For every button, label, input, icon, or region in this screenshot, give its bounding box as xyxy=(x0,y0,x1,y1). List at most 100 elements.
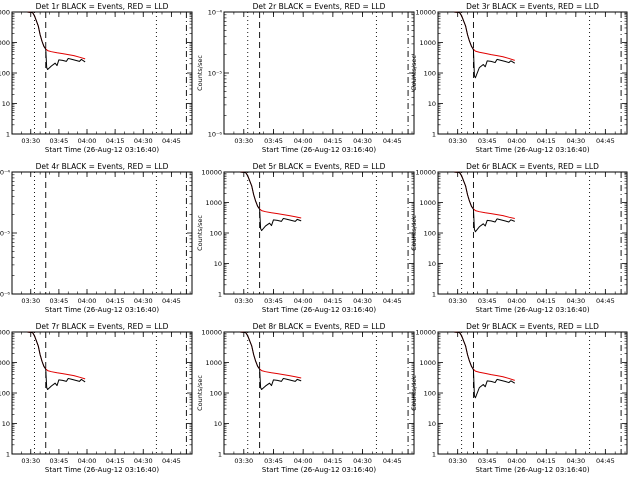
x-tick-label: 03:45 xyxy=(478,297,497,305)
series-line-2 xyxy=(438,171,515,233)
y-tick-label: 1000 xyxy=(0,39,10,47)
y-tick-label: 1 xyxy=(218,291,222,299)
y-axis-label: Counts/sec xyxy=(196,215,204,251)
y-tick-label: 10⁻⁴ xyxy=(208,9,223,17)
y-tick-label: 10⁻⁵ xyxy=(0,230,10,238)
y-tick-label: 10 xyxy=(428,420,436,428)
x-tick-label: 04:15 xyxy=(537,137,556,145)
x-tick-label: 03:45 xyxy=(264,457,283,465)
y-axis-label: Counts/sec xyxy=(410,375,418,411)
x-tick-label: 04:45 xyxy=(383,297,402,305)
y-tick-label: 1 xyxy=(432,451,436,459)
panel-7: Det 7r BLACK = Events, RED = LLD 1 10 100 10… xyxy=(0,322,193,474)
plot-frame xyxy=(11,171,193,295)
panel-2: Det 2r BLACK = Events, RED = LLD 10⁻⁶ 10⁻⁵… xyxy=(196,2,415,154)
y-tick-label: 10 xyxy=(428,260,436,268)
x-tick-label: 04:30 xyxy=(134,297,153,305)
panel-title: Det 2r BLACK = Events, RED = LLD xyxy=(253,2,386,11)
x-tick-label: 03:30 xyxy=(448,297,467,305)
y-tick-label: 1000 xyxy=(419,39,436,47)
x-tick-label: 03:45 xyxy=(264,137,283,145)
x-axis-label: Start Time (26-Aug-12 03:16:40) xyxy=(475,306,589,314)
y-tick-label: 10000 xyxy=(0,329,10,337)
panel-9: Det 9r BLACK = Events, RED = LLD 1 10 100 10… xyxy=(410,322,628,474)
x-tick-label: 04:45 xyxy=(596,457,615,465)
series-line-1 xyxy=(438,11,515,61)
panel-1: Det 1r BLACK = Events, RED = LLD 1 10 100 10… xyxy=(0,2,193,154)
plot-frame xyxy=(223,11,415,135)
x-axis-label: Start Time (26-Aug-12 03:16:40) xyxy=(262,306,376,314)
series-line-1 xyxy=(438,171,515,219)
y-tick-label: 10⁻⁶ xyxy=(0,291,10,299)
x-tick-label: 04:45 xyxy=(596,297,615,305)
x-tick-label: 03:45 xyxy=(50,137,69,145)
series-line-1 xyxy=(438,331,515,381)
x-tick-label: 04:45 xyxy=(596,137,615,145)
x-tick-label: 04:15 xyxy=(537,457,556,465)
panel-title: Det 6r BLACK = Events, RED = LLD xyxy=(466,162,599,171)
y-tick-label: 100 xyxy=(210,390,222,398)
x-axis-label: Start Time (26-Aug-12 03:16:40) xyxy=(475,146,589,154)
x-tick-label: 03:30 xyxy=(21,137,40,145)
series-line-2 xyxy=(224,331,302,391)
x-tick-label: 04:15 xyxy=(106,457,125,465)
y-tick-label: 100 xyxy=(210,230,222,238)
x-tick-label: 03:30 xyxy=(21,297,40,305)
panel-8: Det 8r BLACK = Events, RED = LLD 1 10 100 10… xyxy=(196,322,415,474)
panel-title: Det 9r BLACK = Events, RED = LLD xyxy=(466,322,599,331)
x-tick-label: 04:00 xyxy=(78,137,97,145)
x-tick-label: 04:00 xyxy=(507,457,526,465)
series-line-2 xyxy=(438,11,516,79)
x-tick-label: 04:30 xyxy=(566,137,585,145)
panel-title: Det 1r BLACK = Events, RED = LLD xyxy=(36,2,169,11)
series-line-2 xyxy=(224,171,302,232)
x-tick-label: 03:45 xyxy=(50,297,69,305)
panel-title: Det 8r BLACK = Events, RED = LLD xyxy=(253,322,386,331)
series-line-2 xyxy=(12,11,86,71)
y-tick-label: 10000 xyxy=(415,169,436,177)
y-tick-label: 1 xyxy=(6,131,10,139)
series-line-2 xyxy=(12,331,86,391)
y-tick-label: 100 xyxy=(424,70,436,78)
x-tick-label: 03:30 xyxy=(21,457,40,465)
x-tick-label: 03:30 xyxy=(448,457,467,465)
y-axis-label: Counts/sec xyxy=(196,375,204,411)
y-tick-label: 1000 xyxy=(0,359,10,367)
x-tick-label: 04:00 xyxy=(294,457,313,465)
panel-title: Det 4r BLACK = Events, RED = LLD xyxy=(36,162,169,171)
y-tick-label: 1 xyxy=(432,131,436,139)
y-tick-label: 1000 xyxy=(419,359,436,367)
x-tick-label: 04:15 xyxy=(323,137,342,145)
x-tick-label: 04:15 xyxy=(537,297,556,305)
x-tick-label: 04:45 xyxy=(162,457,181,465)
x-axis-label: Start Time (26-Aug-12 03:16:40) xyxy=(262,466,376,474)
panel-title: Det 7r BLACK = Events, RED = LLD xyxy=(36,322,169,331)
panel-5: Det 5r BLACK = Events, RED = LLD 1 10 100 10… xyxy=(196,162,415,314)
x-axis-label: Start Time (26-Aug-12 03:16:40) xyxy=(45,146,159,154)
x-tick-label: 04:30 xyxy=(134,137,153,145)
x-tick-label: 04:00 xyxy=(507,137,526,145)
y-axis-label: Counts/sec xyxy=(196,55,204,91)
x-axis-label: Start Time (26-Aug-12 03:16:40) xyxy=(262,146,376,154)
x-tick-label: 04:00 xyxy=(294,137,313,145)
y-tick-label: 10000 xyxy=(415,9,436,17)
series-line-2 xyxy=(438,331,516,399)
y-axis-label: Counts/sec xyxy=(410,55,418,91)
x-tick-label: 03:45 xyxy=(478,457,497,465)
y-tick-label: 1000 xyxy=(205,199,222,207)
x-tick-label: 04:00 xyxy=(294,297,313,305)
x-tick-label: 04:00 xyxy=(78,297,97,305)
x-tick-label: 03:45 xyxy=(264,297,283,305)
series-line-1 xyxy=(12,331,86,380)
x-tick-label: 04:30 xyxy=(566,457,585,465)
x-tick-label: 04:45 xyxy=(162,137,181,145)
x-axis-label: Start Time (26-Aug-12 03:16:40) xyxy=(45,306,159,314)
y-tick-label: 10 xyxy=(2,420,10,428)
x-tick-label: 03:30 xyxy=(234,137,253,145)
x-tick-label: 04:45 xyxy=(383,137,402,145)
x-tick-label: 04:30 xyxy=(353,137,372,145)
y-tick-label: 10000 xyxy=(415,329,436,337)
y-tick-label: 10 xyxy=(214,420,222,428)
x-tick-label: 03:45 xyxy=(478,137,497,145)
